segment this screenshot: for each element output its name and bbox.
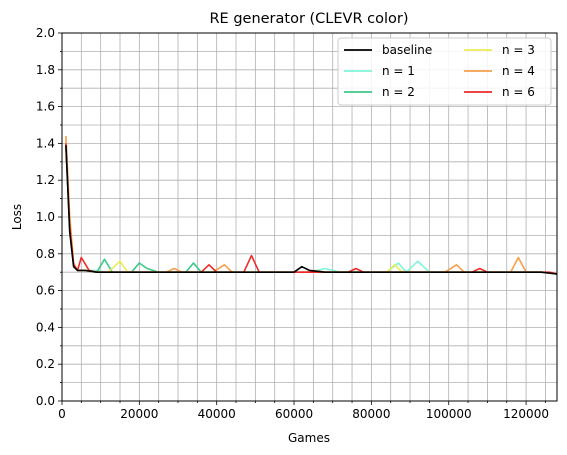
- y-tick-label: 2.0: [36, 26, 55, 40]
- y-axis-label: Loss: [10, 204, 24, 230]
- y-tick-label: 1.6: [36, 100, 55, 114]
- legend-label: n = 1: [382, 64, 415, 78]
- legend-label: baseline: [382, 43, 432, 57]
- legend-label: n = 2: [382, 85, 415, 99]
- chart-title: RE generator (CLEVR color): [209, 11, 408, 27]
- y-tick-label: 0.6: [36, 284, 55, 298]
- y-tick-label: 1.2: [36, 173, 55, 187]
- series-lines: [65, 135, 557, 275]
- y-tick-label: 0.8: [36, 247, 55, 261]
- x-tick-label: 40000: [198, 407, 236, 421]
- legend-label: n = 3: [502, 43, 535, 57]
- y-tick-label: 1.0: [36, 210, 55, 224]
- y-tick-label: 1.4: [36, 136, 55, 150]
- x-tick-label: 120000: [503, 407, 549, 421]
- x-axis-ticks: 0 20000 40000 60000 80000 100000 120000: [58, 401, 549, 421]
- y-tick-label: 0.2: [36, 357, 55, 371]
- legend-label: n = 4: [502, 64, 535, 78]
- y-tick-label: 0.0: [36, 394, 55, 408]
- x-axis-label: Games: [288, 431, 330, 445]
- y-axis-ticks: 0.0 0.2 0.4 0.6 0.8 1.0 1.2 1.4 1.6 1.8 2.0: [36, 26, 62, 408]
- x-tick-label: 0: [58, 407, 66, 421]
- x-tick-label: 60000: [275, 407, 313, 421]
- x-tick-label: 80000: [352, 407, 390, 421]
- legend-box: [337, 37, 552, 106]
- y-tick-label: 0.4: [36, 320, 55, 334]
- y-tick-label: 1.8: [36, 63, 55, 77]
- x-tick-label: 20000: [120, 407, 158, 421]
- legend: baseline n = 1 n = 2 n = 3 n = 4 n = 6: [337, 37, 552, 106]
- x-tick-label: 100000: [426, 407, 472, 421]
- legend-label: n = 6: [502, 85, 535, 99]
- series-line-baseline: [65, 145, 557, 275]
